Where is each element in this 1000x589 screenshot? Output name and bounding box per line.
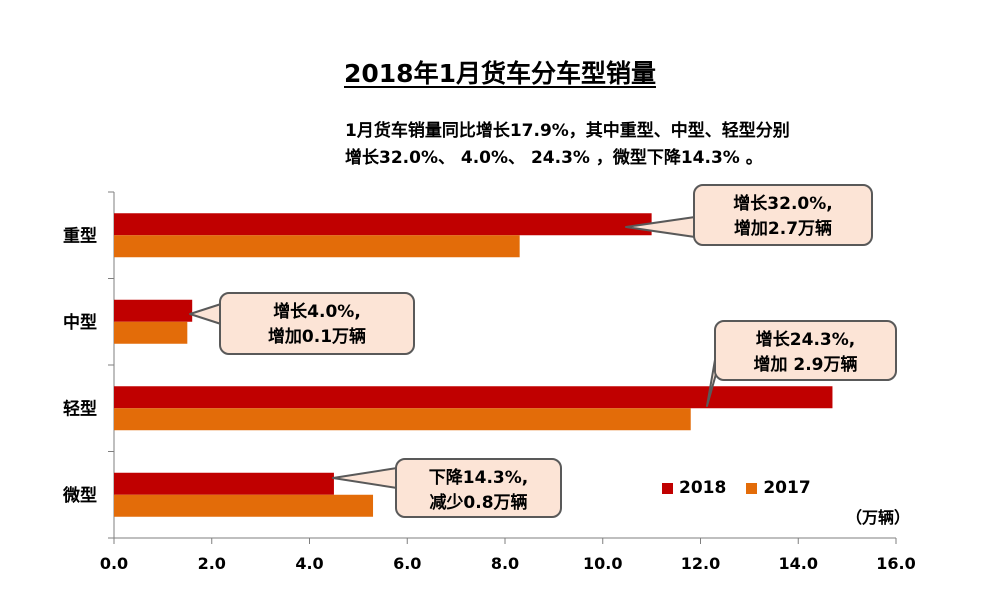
bar-2017-3 [114, 494, 374, 517]
category-label: 微型 [62, 485, 97, 506]
callout-text: 增加0.1万辆 [268, 326, 366, 347]
callout-box [219, 292, 415, 355]
x-tick-label: 12.0 [681, 554, 720, 573]
x-tick-label: 8.0 [491, 554, 519, 573]
bar-2017-0 [114, 235, 520, 258]
callout-pointer [332, 467, 398, 489]
x-tick-label: 6.0 [393, 554, 421, 573]
callout-text: 增加2.7万辆 [734, 218, 832, 239]
bar-2018-1 [114, 299, 193, 322]
callout-box [693, 184, 873, 246]
category-label: 轻型 [63, 398, 97, 419]
x-tick-label: 10.0 [583, 554, 622, 573]
category-label: 中型 [63, 312, 97, 333]
bar-2018-3 [114, 472, 334, 495]
x-tick-label: 2.0 [198, 554, 226, 573]
bar-2017-1 [114, 321, 188, 344]
callout-joint [397, 468, 399, 488]
callout-joint [716, 354, 718, 374]
x-tick-label: 4.0 [295, 554, 323, 573]
bar-2018-0 [114, 213, 652, 236]
callout-text: 增长24.3%, [756, 329, 855, 350]
callout-joint [695, 217, 697, 237]
unit-label: （万辆） [846, 508, 911, 527]
legend-label-2017: 2017 [763, 478, 811, 498]
callout-text: 增长32.0%, [733, 193, 832, 214]
callout-text: 减少0.8万辆 [429, 492, 527, 513]
legend-item-2018: 2018 [662, 478, 726, 498]
x-tick-label: 0.0 [100, 554, 128, 573]
chart-summary: 1月货车销量同比增长17.9%，其中重型、中型、轻型分别 增长32.0%、 4.… [345, 118, 985, 172]
chart-title: 2018年1月货车分车型销量 [344, 59, 656, 88]
bar-2018-2 [114, 386, 833, 409]
legend-swatch-2017 [746, 482, 758, 494]
callout-joint [221, 304, 223, 324]
legend-item-2017: 2017 [746, 478, 811, 498]
x-tick-label: 14.0 [779, 554, 818, 573]
callout-box [714, 320, 897, 381]
callout-pointer [189, 303, 222, 325]
callout-text: 增长4.0%, [273, 301, 361, 322]
x-tick-label: 16.0 [876, 554, 915, 573]
callout-text: 下降14.3%, [429, 467, 528, 488]
chart-legend: 2018 2017 [662, 478, 831, 498]
legend-label-2018: 2018 [679, 478, 727, 498]
bar-2017-2 [114, 408, 691, 431]
category-label: 重型 [63, 225, 97, 246]
summary-line-1: 1月货车销量同比增长17.9%，其中重型、中型、轻型分别 [345, 121, 790, 141]
callout-text: 增加 2.9万辆 [753, 354, 857, 375]
callout-box [395, 458, 562, 518]
summary-line-2: 增长32.0%、 4.0%、 24.3% ，微型下降14.3% 。 [345, 148, 763, 168]
legend-swatch-2018 [662, 482, 673, 494]
